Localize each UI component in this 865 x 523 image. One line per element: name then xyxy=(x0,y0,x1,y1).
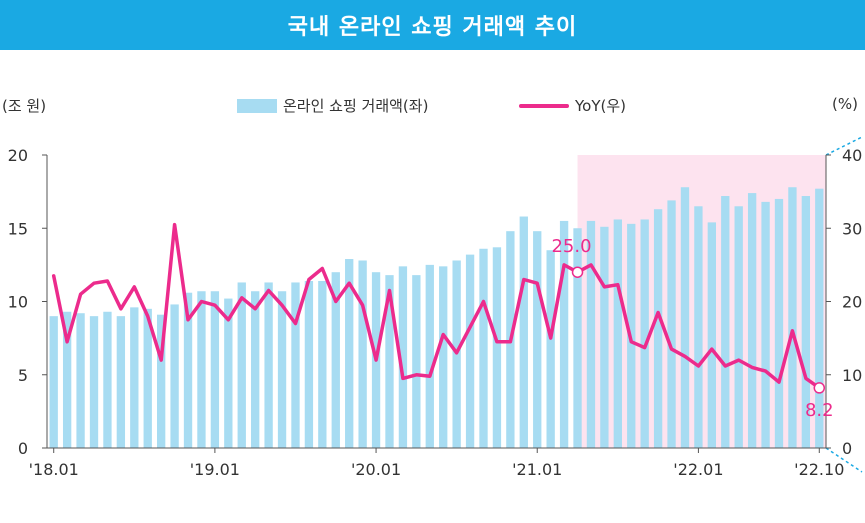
chart-title-bar: 국내 온라인 쇼핑 거래액 추이 xyxy=(0,0,865,50)
bar xyxy=(774,198,784,448)
bar xyxy=(788,187,797,449)
bar xyxy=(130,307,139,448)
left-axis-unit: (조 원) xyxy=(2,97,47,115)
bar xyxy=(640,219,649,448)
bar xyxy=(304,280,314,448)
legend-bar-label: 온라인 쇼핑 거래액(좌) xyxy=(283,97,429,115)
bar xyxy=(465,254,475,448)
right-tick-label: 40 xyxy=(842,146,862,165)
left-tick-label: 0 xyxy=(18,439,28,458)
bar xyxy=(264,282,273,448)
bar xyxy=(815,188,824,448)
bar xyxy=(103,311,112,448)
bar xyxy=(210,291,220,448)
bar xyxy=(600,226,609,448)
x-tick-label: '18.01 xyxy=(29,460,79,479)
callout-line-bottom xyxy=(825,447,863,473)
bar xyxy=(586,220,596,448)
left-tick-label: 15 xyxy=(8,219,28,238)
bar xyxy=(667,200,676,448)
annotation-label: 25.0 xyxy=(551,236,591,257)
bar xyxy=(385,275,394,448)
bar xyxy=(573,228,582,448)
bar xyxy=(613,219,622,448)
callout-line-top xyxy=(825,136,863,156)
bar xyxy=(761,201,770,448)
legend-line-swatch xyxy=(519,103,569,108)
left-tick-label: 20 xyxy=(8,146,28,165)
bar xyxy=(707,222,716,448)
bar xyxy=(439,266,448,448)
bar xyxy=(747,193,757,448)
bar xyxy=(237,282,246,448)
bar xyxy=(251,291,260,448)
legend-line: YoY(우) xyxy=(519,95,626,116)
bar xyxy=(49,316,58,448)
bar xyxy=(492,247,502,448)
bar xyxy=(425,264,434,448)
bar xyxy=(721,196,730,448)
bar xyxy=(546,250,555,448)
legend-bar: 온라인 쇼핑 거래액(좌) xyxy=(237,95,428,116)
bar xyxy=(183,292,193,448)
bar xyxy=(62,311,72,448)
bar xyxy=(143,308,152,448)
chart-title: 국내 온라인 쇼핑 거래액 추이 xyxy=(287,15,578,40)
x-tick-label: '20.01 xyxy=(351,460,401,479)
bar xyxy=(519,216,528,448)
left-tick-label: 5 xyxy=(18,366,28,385)
bar xyxy=(89,316,99,448)
right-tick-label: 20 xyxy=(842,293,862,312)
bar xyxy=(533,231,542,448)
annotation-label: 8.2 xyxy=(805,400,834,421)
annotation-marker xyxy=(571,266,584,278)
bar xyxy=(398,266,408,448)
x-tick-label: '22.10 xyxy=(794,460,844,479)
left-tick-label: 10 xyxy=(8,293,28,312)
x-tick-label: '22.01 xyxy=(673,460,723,479)
bar xyxy=(318,280,327,448)
bar xyxy=(559,220,569,448)
bar xyxy=(734,206,743,448)
bar xyxy=(331,272,340,448)
bar xyxy=(653,209,663,448)
bar xyxy=(116,316,126,448)
bar xyxy=(224,298,233,448)
bar xyxy=(412,275,421,448)
bar xyxy=(157,314,166,448)
right-axis-unit: (%) xyxy=(832,95,858,113)
x-tick-label: '19.01 xyxy=(190,460,240,479)
bar xyxy=(170,304,179,448)
legend-bar-swatch xyxy=(237,98,277,113)
bar xyxy=(197,291,206,448)
bar xyxy=(479,248,488,448)
bar xyxy=(277,291,287,448)
right-tick-label: 10 xyxy=(842,366,862,385)
bar xyxy=(345,259,354,448)
bar xyxy=(76,313,85,448)
annotation-marker xyxy=(813,382,826,394)
right-tick-label: 0 xyxy=(842,439,852,458)
bar xyxy=(680,187,690,449)
yoy-line xyxy=(51,222,822,390)
right-tick-label: 30 xyxy=(842,219,862,238)
bar xyxy=(291,282,300,448)
legend-line-label: YoY(우) xyxy=(575,97,627,115)
bar xyxy=(358,260,367,448)
x-tick-label: '21.01 xyxy=(512,460,562,479)
bar xyxy=(801,196,811,448)
bar xyxy=(694,206,703,448)
